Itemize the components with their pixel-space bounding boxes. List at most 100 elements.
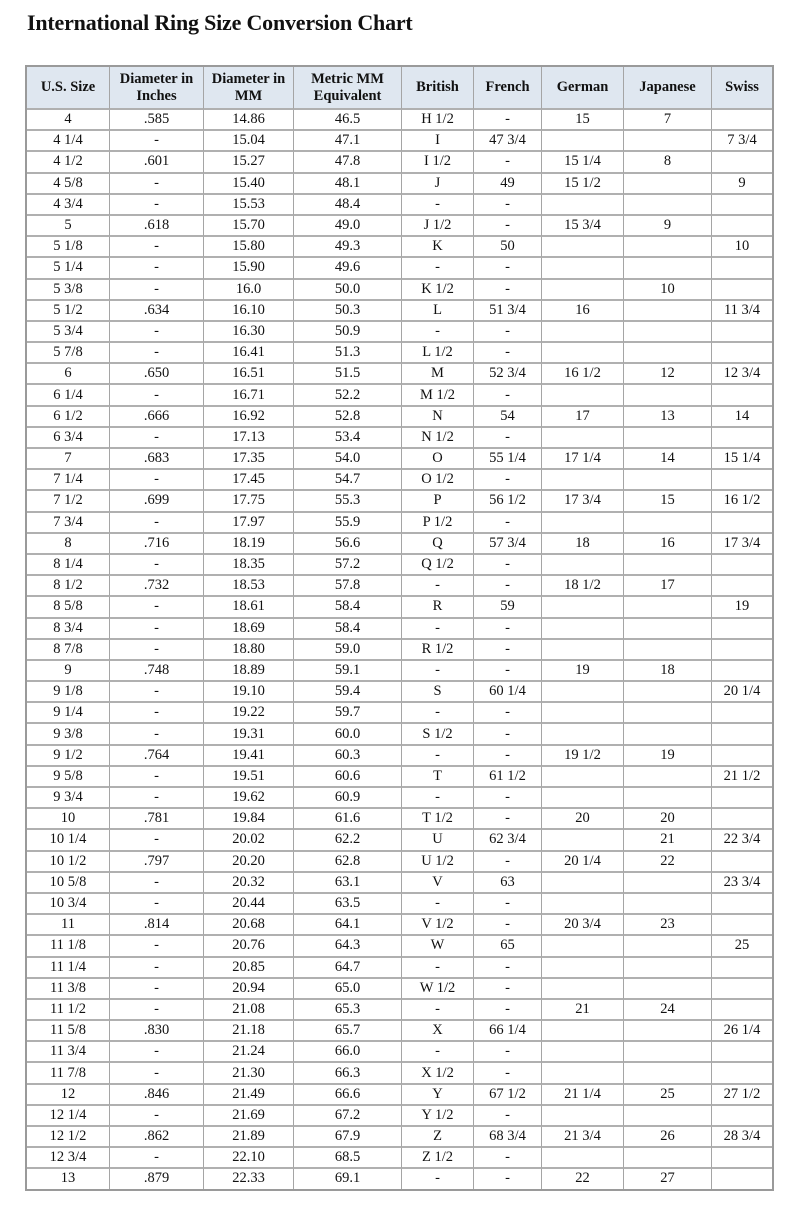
table-cell: 50.0 — [294, 279, 402, 301]
table-cell: - — [110, 279, 204, 301]
table-cell: U 1/2 — [402, 851, 474, 873]
table-cell: - — [402, 321, 474, 344]
header-row: U.S. Size Diameter in Inches Diameter in M… — [27, 67, 772, 110]
table-cell: 61.6 — [294, 809, 402, 831]
table-cell: 4 5/8 — [27, 173, 110, 195]
ring-size-table: U.S. Size Diameter in Inches Diameter in M… — [25, 65, 774, 1191]
table-cell — [712, 809, 772, 831]
table-cell: - — [402, 1042, 474, 1064]
table-cell — [712, 576, 772, 598]
table-cell — [712, 788, 772, 810]
table-cell: 68.5 — [294, 1148, 402, 1170]
table-cell: 10 1/4 — [27, 830, 110, 852]
table-cell: - — [110, 1148, 204, 1170]
table-cell: 57 3/4 — [474, 533, 542, 555]
table-cell — [542, 258, 624, 280]
table-row: 8 7/8-18.80 59.0 R 1/2- — [27, 639, 772, 661]
table-cell: 48.1 — [294, 173, 402, 195]
table-cell: 17 3/4 — [542, 491, 624, 513]
table-cell — [712, 110, 772, 132]
table-cell: 60.6 — [294, 766, 402, 788]
table-cell — [624, 978, 712, 1000]
table-cell — [712, 979, 772, 1000]
table-row: 11 1/2-21.08 65.3- -21 24 — [27, 999, 772, 1022]
table-cell — [624, 1105, 712, 1127]
table-cell: - — [110, 788, 204, 810]
table-cell: 7 1/4 — [27, 470, 110, 492]
table-cell: - — [474, 576, 542, 598]
table-cell: 11 3/4 — [712, 301, 772, 322]
table-cell — [542, 1021, 624, 1043]
table-cell: 11 7/8 — [27, 1063, 110, 1085]
table-cell: .764 — [110, 745, 204, 767]
table-cell: 19.51 — [204, 766, 294, 788]
table-cell: 15 1/2 — [542, 173, 624, 195]
table-cell: - — [110, 682, 204, 704]
table-row: 9 3/4-19.62 60.9- - — [27, 788, 772, 810]
table-cell: .797 — [110, 851, 204, 873]
table-cell: 64.3 — [294, 936, 402, 958]
table-row: 11 1/8-20.76 64.3 W 65 25 — [27, 936, 772, 958]
table-row: 12 1/4-21.69 67.2 Y 1/2- — [27, 1105, 772, 1127]
table-cell — [542, 1105, 624, 1127]
table-cell — [712, 958, 772, 979]
table-cell: 15.40 — [204, 173, 294, 195]
table-cell: S — [402, 682, 474, 704]
table-cell: 8 3/4 — [27, 618, 110, 640]
table-row: 9 1/8-19.10 59.4 S 60 1/4 20 1/4 — [27, 682, 772, 704]
table-cell — [712, 1042, 772, 1064]
table-cell: 10 3/4 — [27, 893, 110, 916]
table-cell: 19 — [542, 660, 624, 683]
table-cell — [712, 1169, 772, 1188]
table-cell: M — [402, 364, 474, 386]
column-header: U.S. Size — [27, 67, 110, 110]
table-cell: 19.41 — [204, 745, 294, 767]
table-cell: 18.53 — [204, 576, 294, 598]
table-row: 12 1/2.862 21.89 67.9 Z 68 3/4 21 3/4 26 28 3/4 — [27, 1127, 772, 1149]
table-cell: - — [474, 1148, 542, 1170]
table-cell: 21.08 — [204, 999, 294, 1022]
table-cell — [624, 1063, 712, 1085]
table-cell: 21 1/2 — [712, 767, 772, 788]
table-cell: 58.4 — [294, 597, 402, 619]
table-cell: 4 1/4 — [27, 131, 110, 153]
table-cell: 7 1/2 — [27, 491, 110, 513]
table-cell: - — [110, 618, 204, 640]
table-cell: 54.0 — [294, 449, 402, 471]
table-cell: 55.9 — [294, 512, 402, 534]
table-cell: .666 — [110, 406, 204, 428]
table-row: 13.879 22.33 69.1- -22 27 — [27, 1169, 772, 1189]
table-cell: 15 3/4 — [542, 215, 624, 238]
table-cell: - — [110, 1042, 204, 1064]
table-row: 9 1/4-19.22 59.7- - — [27, 703, 772, 725]
table-cell: 16 1/2 — [542, 364, 624, 386]
table-cell: Y — [402, 1084, 474, 1106]
table-cell: .748 — [110, 660, 204, 683]
table-cell: 9 1/2 — [27, 745, 110, 767]
table-cell: - — [474, 343, 542, 365]
table-cell: .683 — [110, 449, 204, 471]
table-cell: - — [110, 724, 204, 746]
table-cell: .716 — [110, 533, 204, 555]
column-header: Swiss — [712, 67, 772, 110]
table-cell — [712, 619, 772, 640]
table-cell — [712, 152, 772, 174]
table-cell — [712, 385, 772, 407]
table-cell: 20.94 — [204, 978, 294, 1000]
table-cell: 52.8 — [294, 406, 402, 428]
table-row: 9.748 18.89 59.1- -19 18 — [27, 660, 772, 683]
table-cell — [542, 194, 624, 216]
table-cell: J 1/2 — [402, 215, 474, 238]
table-cell: 67.9 — [294, 1127, 402, 1149]
table-cell — [624, 1148, 712, 1170]
table-cell: 20 3/4 — [542, 915, 624, 937]
table-cell: 15.70 — [204, 215, 294, 238]
table-cell: 67.2 — [294, 1105, 402, 1127]
table-cell — [712, 280, 772, 301]
table-cell: 66 1/4 — [474, 1021, 542, 1043]
table-row: 4 5/8-15.40 48.1 J 49 15 1/2 9 — [27, 173, 772, 195]
table-cell — [712, 852, 772, 873]
table-row: 5 7/8-16.41 51.3 L 1/2- — [27, 343, 772, 365]
column-header: Diameter in MM — [204, 67, 294, 110]
table-cell: - — [474, 703, 542, 725]
